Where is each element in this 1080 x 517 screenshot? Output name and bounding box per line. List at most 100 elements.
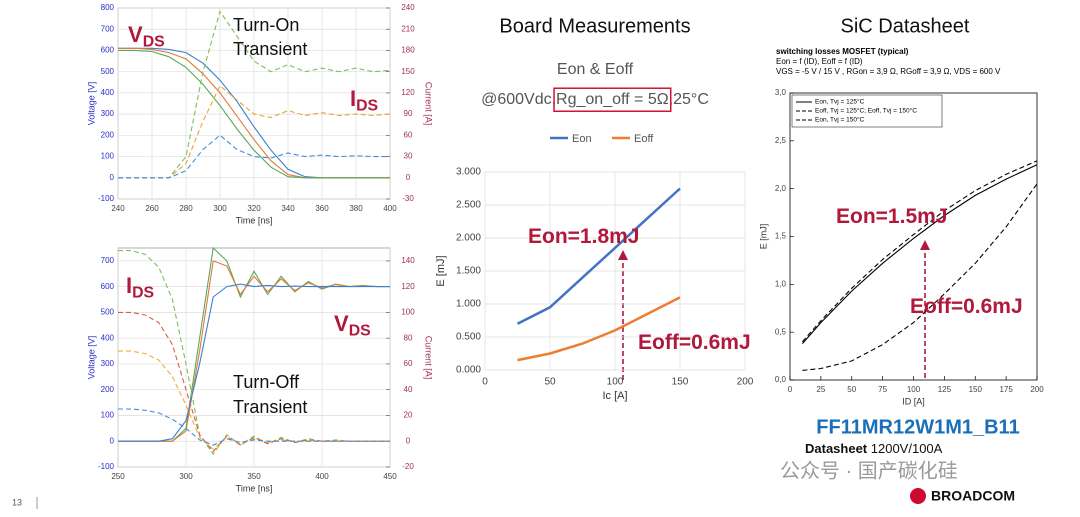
series-line [118, 49, 390, 179]
series-line [802, 183, 1038, 371]
y2-tick-label: 210 [401, 24, 415, 33]
y2-tick-label: 60 [404, 130, 413, 139]
annotation-text: V [128, 22, 143, 47]
legend-box [791, 94, 943, 128]
y-tick-label: 0,5 [775, 327, 787, 336]
y-tick-label: 800 [101, 3, 115, 12]
annotation: VDS [128, 22, 165, 51]
series-line [118, 134, 390, 179]
annotation-text: Transient [233, 39, 307, 59]
y2-axis-label: Current [A] [424, 82, 434, 126]
y-tick-label: -100 [98, 194, 115, 203]
y2-axis-label: Current [A] [424, 336, 434, 380]
subtitle-part: Rg_on_off = 5Ω [556, 91, 669, 108]
chart-subtitle: @600Vdc,Rg_on_off = 5Ω,25°C [481, 91, 709, 108]
chart-subtitle: Eon = f (ID), Eoff = f (ID) [776, 57, 863, 66]
x-tick-label: 175 [999, 385, 1013, 394]
y-axis-label: Voltage [V] [86, 82, 96, 126]
y-tick-label: 200 [101, 385, 115, 394]
x-tick-label: 50 [544, 377, 556, 388]
legend-label: Eon, Tvj = 125°C [815, 98, 865, 106]
series-line [118, 10, 391, 179]
x-tick-label: 100 [607, 377, 624, 388]
logo: BROADCOM [931, 488, 1015, 504]
x-tick-label: 0 [482, 377, 488, 388]
y2-tick-label: 80 [404, 333, 413, 342]
legend-label: Eon, Tvj = 150°C [815, 116, 865, 124]
y-tick-label: 1,0 [775, 279, 787, 288]
legend-label: Eoff, Tvj = 125°C; Eoff, Tvj = 150°C [815, 107, 917, 115]
legend-label: Eoff [634, 133, 654, 145]
annotation: Eon=1.5mJ [836, 205, 947, 228]
x-tick-label: 360 [315, 204, 329, 213]
x-tick-label: 450 [383, 472, 397, 481]
subtitle-part: @600Vdc, [481, 91, 556, 108]
y-tick-label: 500 [101, 308, 115, 317]
series-line [118, 311, 390, 453]
annotation-subscript: DS [349, 323, 371, 340]
annotation: VDS [334, 311, 371, 340]
y-tick-label: 100 [101, 411, 115, 420]
chart: 0.000 0.500 1.000 1.500 2.000 2.500 3.000 0 50 10… [435, 61, 754, 402]
annotation-text: V [334, 311, 349, 336]
y-tick-label: 2.000 [456, 233, 481, 244]
chart: 0,0 0,5 1,0 1,5 2,0 2,5 3,0 0 25 50 75 100 125 150 175… [758, 47, 1044, 406]
annotation: Transient [233, 397, 307, 417]
y2-tick-label: 20 [404, 411, 413, 420]
y2-tick-label: 120 [401, 88, 415, 97]
arrow-head [618, 250, 628, 260]
y-tick-label: 2.500 [456, 200, 481, 211]
y-axis-label: E [mJ] [758, 224, 768, 250]
heading: SiC Datasheet [841, 15, 970, 37]
y-tick-label: 500 [101, 67, 115, 76]
annotation-text: Turn-Off [233, 372, 300, 392]
annotation-text: Turn-On [233, 15, 299, 35]
x-tick-label: 380 [349, 204, 363, 213]
highlight-box [553, 87, 672, 112]
arrow-head [920, 240, 930, 250]
y-tick-label: 1,5 [775, 232, 787, 241]
chart-title: switching losses MOSFET (typical) [776, 47, 909, 56]
plot-frame [789, 92, 1038, 381]
annotation-subscript: DS [132, 285, 154, 302]
y-tick-label: 2,5 [775, 136, 787, 145]
y2-tick-label: 140 [401, 256, 415, 265]
annotation-text: Eon=1.8mJ [528, 225, 639, 248]
chart-subtitle: VGS = -5 V / 15 V , RGon = 3,9 Ω, RGoff … [776, 67, 1001, 76]
series-line [118, 283, 390, 442]
series-line [118, 260, 390, 442]
chart-title: Eon & Eoff [557, 61, 634, 78]
part-rating: 1200V/100A [871, 441, 943, 456]
y-tick-label: 700 [101, 24, 115, 33]
x-tick-label: 300 [179, 472, 193, 481]
annotation-text: Transient [233, 397, 307, 417]
annotation-text: Eoff=0.6mJ [910, 295, 1023, 318]
y-tick-label: 0.000 [456, 365, 481, 376]
x-tick-label: 150 [969, 385, 983, 394]
x-tick-label: 75 [878, 385, 887, 394]
x-tick-label: 260 [145, 204, 159, 213]
chart: -100 0 100 200 300 400 500 600 700 -20 0 20 40 60 80 10… [86, 246, 434, 493]
annotation: Transient [233, 39, 307, 59]
part-info: Datasheet 1200V/100A [805, 441, 943, 456]
y2-tick-label: -20 [402, 462, 414, 471]
x-tick-label: 400 [383, 204, 397, 213]
y-tick-label: 0 [110, 436, 115, 445]
y-tick-label: 0,0 [775, 375, 787, 384]
y2-tick-label: 30 [404, 152, 413, 161]
series-line [118, 350, 390, 450]
watermark: 公众号 · 国产碳化硅 [780, 459, 958, 482]
y-tick-label: 400 [101, 88, 115, 97]
y2-tick-label: 0 [406, 436, 411, 445]
y-axis-label: E [mJ] [435, 255, 447, 286]
y2-tick-label: -30 [402, 194, 414, 203]
y-tick-label: 600 [101, 46, 115, 55]
x-tick-label: 200 [737, 377, 754, 388]
annotation-subscript: DS [143, 34, 165, 51]
annotation-text: I [350, 86, 356, 111]
y-tick-label: 600 [101, 282, 115, 291]
subtitle-part: ,25°C [669, 91, 709, 108]
annotation-text: I [126, 273, 132, 298]
y-tick-label: 1.000 [456, 299, 481, 310]
x-axis-label: Time [ns] [236, 483, 273, 493]
